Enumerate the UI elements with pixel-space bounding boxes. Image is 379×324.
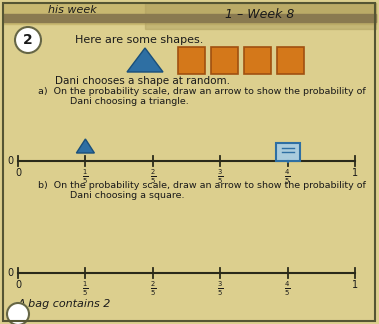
Text: $\frac{3}{5}$: $\frac{3}{5}$ xyxy=(217,280,223,298)
Text: Dani chooses a shape at random.: Dani chooses a shape at random. xyxy=(55,76,230,86)
Bar xyxy=(276,143,300,161)
Text: $\frac{1}{5}$: $\frac{1}{5}$ xyxy=(82,168,89,186)
Text: 0: 0 xyxy=(8,268,14,278)
Text: 1: 1 xyxy=(352,280,358,290)
Circle shape xyxy=(15,27,41,53)
Text: 0: 0 xyxy=(15,280,21,290)
Text: 0: 0 xyxy=(15,168,21,178)
Text: $\frac{1}{5}$: $\frac{1}{5}$ xyxy=(82,280,89,298)
Text: a)  On the probability scale, draw an arrow to show the probability of: a) On the probability scale, draw an arr… xyxy=(38,87,366,97)
Bar xyxy=(244,47,271,74)
Bar xyxy=(3,14,376,22)
Bar xyxy=(145,3,376,29)
Circle shape xyxy=(7,303,29,324)
Bar xyxy=(277,47,304,74)
Polygon shape xyxy=(77,139,94,153)
Bar xyxy=(211,47,238,74)
Polygon shape xyxy=(127,48,163,72)
Text: b)  On the probability scale, draw an arrow to show the probability of: b) On the probability scale, draw an arr… xyxy=(38,181,366,191)
Text: Here are some shapes.: Here are some shapes. xyxy=(75,35,204,45)
Text: 0: 0 xyxy=(8,156,14,166)
Text: $\frac{2}{5}$: $\frac{2}{5}$ xyxy=(150,168,156,186)
Text: $\frac{2}{5}$: $\frac{2}{5}$ xyxy=(150,280,156,298)
Text: $\frac{4}{5}$: $\frac{4}{5}$ xyxy=(284,280,291,298)
Text: $\frac{4}{5}$: $\frac{4}{5}$ xyxy=(284,168,291,186)
Text: 2: 2 xyxy=(23,33,33,47)
Text: Dani choosing a triangle.: Dani choosing a triangle. xyxy=(52,98,189,107)
Text: 1 – Week 8: 1 – Week 8 xyxy=(225,7,295,20)
Text: $\frac{3}{5}$: $\frac{3}{5}$ xyxy=(217,168,223,186)
Bar xyxy=(178,47,205,74)
Bar xyxy=(3,3,376,24)
Text: Dani choosing a square.: Dani choosing a square. xyxy=(52,191,185,201)
Text: A bag contains 2: A bag contains 2 xyxy=(18,299,111,309)
Text: 1: 1 xyxy=(352,168,358,178)
Text: his week: his week xyxy=(48,5,96,15)
